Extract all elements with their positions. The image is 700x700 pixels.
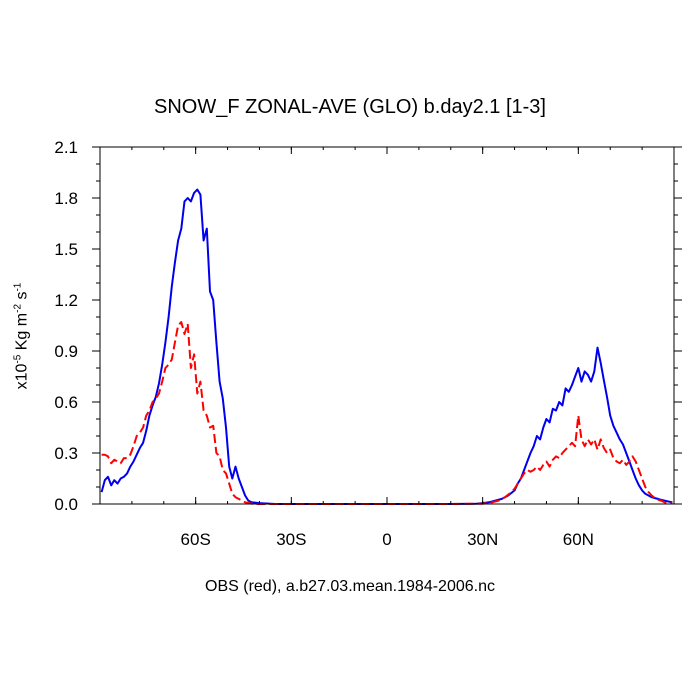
y-tick-label: 1.8 bbox=[54, 189, 78, 208]
x-tick-label: 60N bbox=[563, 530, 594, 549]
y-label-exp1: -5 bbox=[12, 354, 24, 364]
y-label-unit2: s bbox=[13, 291, 31, 304]
y-tick-label: 0.9 bbox=[54, 342, 78, 361]
y-tick-label: 1.2 bbox=[54, 291, 78, 310]
y-label-prefix: x10 bbox=[13, 363, 31, 390]
y-label-exp3: -1 bbox=[12, 282, 24, 292]
x-tick-label: 30N bbox=[467, 530, 498, 549]
y-tick-label: 1.5 bbox=[54, 240, 78, 259]
x-tick-label: 30S bbox=[276, 530, 306, 549]
y-tick-label: 0.3 bbox=[54, 444, 78, 463]
y-label-exp2: -2 bbox=[12, 303, 24, 313]
x-axis-label: OBS (red), a.b27.03.mean.1984-2006.nc bbox=[205, 578, 495, 595]
y-tick-label: 0.6 bbox=[54, 393, 78, 412]
series-layer bbox=[100, 188, 673, 505]
series-line-1 bbox=[101, 321, 673, 505]
x-tick-label: 0 bbox=[382, 530, 391, 549]
axes-layer: 60S 30S 0 30N 60N 0.0 0.3 0.6 0.9 1.2 1.5 1.8 2.1 bbox=[54, 138, 682, 549]
y-label-unit: Kg m bbox=[13, 312, 31, 355]
x-tick-label: 60S bbox=[181, 530, 211, 549]
chart-title: SNOW_F ZONAL-AVE (GLO) b.day2.1 [1-3] bbox=[154, 96, 546, 118]
y-tick-label: 2.1 bbox=[54, 138, 78, 157]
y-tick-label: 0.0 bbox=[54, 495, 78, 514]
series-line-0 bbox=[100, 188, 673, 505]
